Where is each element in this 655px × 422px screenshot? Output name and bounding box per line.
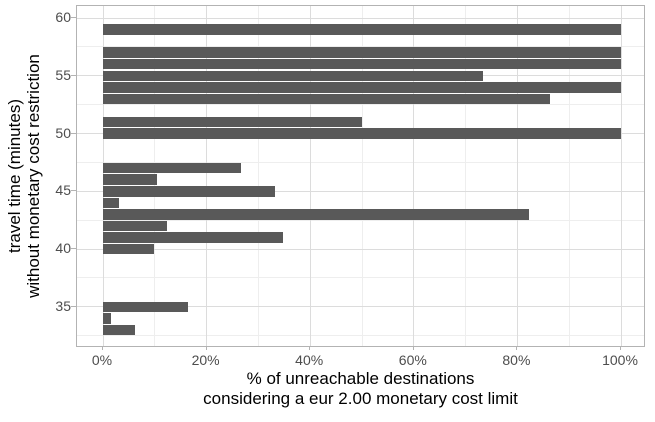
x-minor-gridline [361,6,363,346]
bar-42 [103,220,167,232]
y-axis-title-line2: without monetary cost restriction [24,54,43,298]
x-axis-title-line2: considering a eur 2.00 monetary cost lim… [203,389,518,408]
bar-57 [103,47,621,58]
bar-43 [103,209,529,220]
x-tick-label: 20% [191,352,220,368]
x-tick-mark [205,346,207,350]
bar-41 [103,232,284,243]
y-minor-gridline [77,277,644,279]
y-tick-label: 40 [55,240,71,256]
x-axis-title: % of unreachable destinations considerin… [76,369,645,409]
x-major-gridline [206,6,208,346]
plot-panel [76,5,645,347]
y-minor-gridline [77,335,644,337]
x-tick-mark [516,346,518,350]
x-axis-title-line1: % of unreachable destinations [246,369,475,388]
bar-51 [103,116,362,128]
bar-55 [103,70,484,81]
y-tick-label: 55 [55,66,71,83]
bar-47 [103,162,242,174]
x-major-gridline [309,6,311,346]
y-tick-label: 50 [55,124,71,141]
bar-45 [103,186,275,197]
bar-50 [103,128,621,139]
y-axis-title: travel time (minutes) without monetary c… [5,0,43,356]
x-tick-label: 60% [398,352,427,368]
x-tick-mark [102,346,103,350]
bar-59 [103,24,621,35]
y-tick-mark [71,74,76,76]
x-tick-mark [412,346,414,350]
x-tick-label: 40% [295,352,324,368]
bar-34 [103,313,111,324]
bar-46 [103,174,157,185]
x-major-gridline [620,6,622,346]
y-minor-gridline [77,219,644,221]
bar-56 [103,58,621,70]
y-major-gridline [77,190,644,192]
x-tick-label: 80% [502,352,531,368]
y-tick-label: 35 [55,297,71,314]
y-major-gridline [77,306,644,308]
bar-54 [103,82,621,93]
y-tick-mark [71,305,76,307]
x-minor-gridline [568,6,570,346]
y-tick-label: 60 [55,9,71,25]
x-tick-label: 100% [602,352,638,368]
y-tick-mark [71,248,76,249]
x-major-gridline [413,6,415,346]
bar-44 [103,197,120,209]
y-axis-title-line1: travel time (minutes) [5,99,24,253]
bar-53 [103,93,551,105]
x-tick-mark [620,346,621,350]
y-major-gridline [77,17,644,19]
y-tick-mark [71,17,76,18]
y-tick-mark [71,132,76,134]
y-tick-label: 45 [55,182,71,199]
bar-40 [103,243,154,255]
x-minor-gridline [465,6,467,346]
x-tick-label: 0% [91,352,113,368]
y-major-gridline [77,248,644,250]
y-tick-mark [71,190,76,192]
bar-33 [103,324,136,336]
x-minor-gridline [257,6,259,346]
y-minor-gridline [77,104,644,106]
bar-35 [103,301,189,312]
y-minor-gridline [77,46,644,48]
x-tick-mark [309,346,311,350]
y-minor-gridline [77,161,644,163]
x-major-gridline [516,6,518,346]
